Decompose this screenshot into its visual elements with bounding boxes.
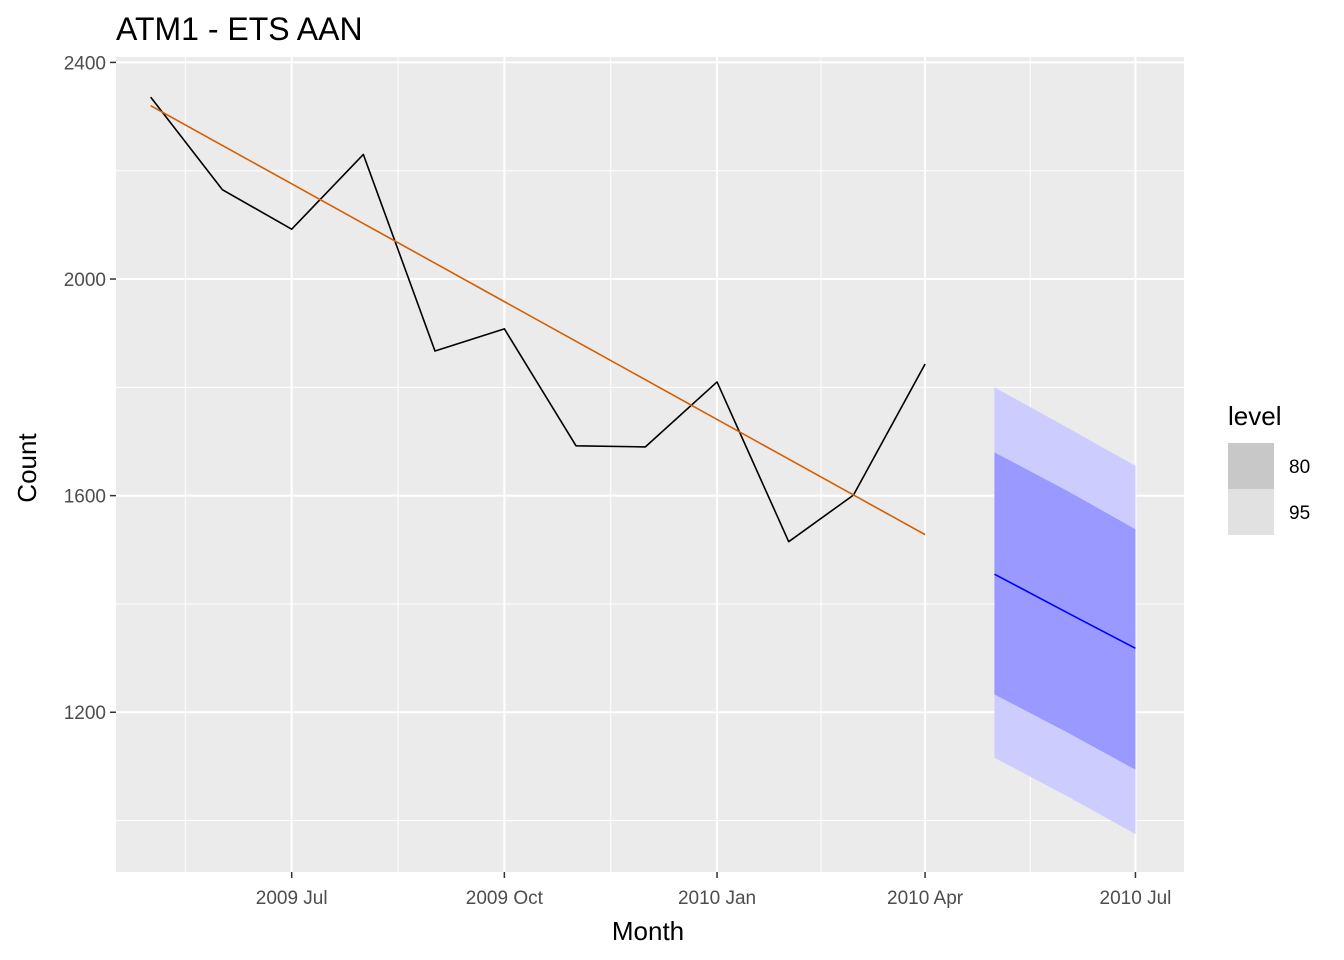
legend: level 80 95 (1228, 401, 1310, 535)
series-line-3 (994, 573, 1136, 650)
y-tick-label: 1200 (64, 703, 106, 724)
x-axis-title: Month (612, 916, 684, 946)
series-line-2 (150, 105, 926, 536)
x-tick-label: 2010 Jul (1100, 888, 1172, 909)
y-tick-label: 1600 (64, 487, 106, 508)
x-tick-label: 2010 Jan (678, 888, 756, 909)
legend-key-80 (1228, 443, 1274, 489)
x-tick-label: 2009 Jul (256, 888, 328, 909)
legend-label-95: 95 (1289, 503, 1310, 524)
chart-title: ATM1 - ETS AAN (116, 11, 363, 47)
y-tick-label: 2000 (64, 270, 106, 291)
x-tick-label: 2009 Oct (466, 888, 544, 909)
y-axis-title: Count (12, 433, 42, 503)
x-tick-label: 2010 Apr (887, 888, 964, 909)
series-lines (150, 96, 1136, 650)
legend-title: level (1228, 401, 1281, 431)
y-tick-label: 2400 (64, 53, 106, 74)
x-axis: 2009 Jul 2009 Oct 2010 Jan 2010 Apr 2010 Jul (256, 872, 1172, 909)
y-axis: 1200 1600 2000 2400 (64, 53, 116, 724)
series-line-1 (150, 96, 926, 543)
legend-label-80: 80 (1289, 457, 1310, 478)
legend-key-95 (1228, 489, 1274, 535)
